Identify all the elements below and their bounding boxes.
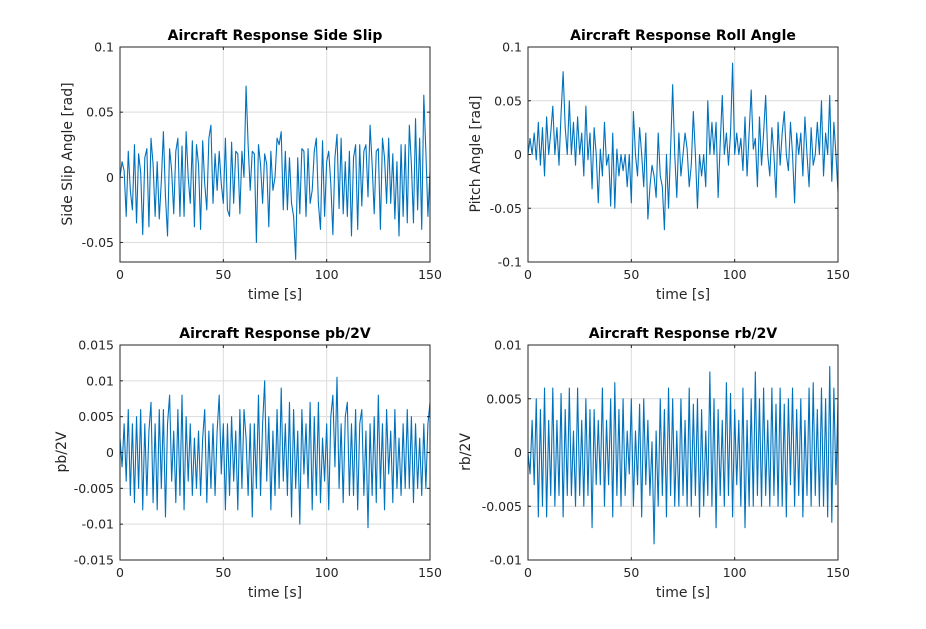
x-tick-label: 50 — [215, 565, 231, 580]
x-tick-label: 150 — [826, 267, 850, 282]
y-tick-label: -0.05 — [82, 235, 114, 250]
y-tick-label: -0.05 — [490, 201, 522, 216]
subplot-roll-angle: Aircraft Response Roll Angle time [s] Pi… — [468, 28, 850, 303]
x-tick-label: 150 — [418, 267, 442, 282]
y-tick-label: 0 — [106, 445, 114, 460]
x-tick-label: 0 — [524, 267, 532, 282]
y-tick-label: 0.1 — [502, 40, 522, 55]
y-tick-label: -0.015 — [74, 553, 114, 568]
subplot-pb2v: Aircraft Response pb/2V time [s] pb/2V 0… — [54, 326, 442, 601]
series-line — [120, 85, 430, 260]
plot-title: Aircraft Response Roll Angle — [570, 28, 796, 44]
y-tick-label: 0.05 — [494, 93, 522, 108]
y-axis-label: pb/2V — [54, 431, 70, 472]
x-axis-label: time [s] — [656, 287, 710, 303]
x-tick-label: 0 — [116, 565, 124, 580]
x-axis-label: time [s] — [656, 585, 710, 601]
y-tick-label: -0.005 — [74, 481, 114, 496]
y-tick-label: 0.1 — [94, 40, 114, 55]
y-tick-label: 0 — [106, 170, 114, 185]
series-line — [528, 62, 838, 231]
y-tick-label: 0.005 — [486, 391, 522, 406]
x-tick-label: 100 — [315, 565, 339, 580]
y-tick-label: 0.01 — [494, 338, 522, 353]
axes-background — [119, 46, 431, 263]
x-tick-label: 50 — [215, 267, 231, 282]
y-tick-label: 0 — [514, 445, 522, 460]
x-tick-label: 0 — [116, 267, 124, 282]
y-tick-label: 0.01 — [86, 373, 114, 388]
y-axis-label: rb/2V — [458, 433, 474, 471]
series-line — [120, 376, 430, 529]
plot-area: 0 50 100 150 -0.015 -0.01 -0.005 0 0.005 0.01 0.01… — [74, 338, 442, 581]
x-tick-label: 50 — [623, 565, 639, 580]
plot-area: 0 50 100 150 -0.05 0 0.05 0.1 — [82, 40, 442, 283]
y-axis-label: Side Slip Angle [rad] — [60, 82, 76, 225]
plot-area: 0 50 100 150 -0.1 -0.05 0 0.05 0.1 — [490, 40, 850, 283]
y-axis-label: Pitch Angle [rad] — [468, 96, 484, 213]
plot-title: Aircraft Response pb/2V — [179, 326, 371, 342]
x-axis-label: time [s] — [248, 287, 302, 303]
y-tick-label: 0.015 — [78, 338, 114, 353]
y-tick-label: -0.1 — [498, 255, 522, 270]
y-tick-label: -0.01 — [490, 553, 522, 568]
y-tick-label: -0.005 — [482, 499, 522, 514]
plot-area: 0 50 100 150 -0.01 -0.005 0 0.005 0.01 — [482, 338, 850, 581]
plot-title: Aircraft Response rb/2V — [589, 326, 778, 342]
x-tick-label: 50 — [623, 267, 639, 282]
y-tick-label: -0.01 — [82, 517, 114, 532]
x-tick-label: 150 — [826, 565, 850, 580]
subplot-side-slip: Aircraft Response Side Slip time [s] Sid… — [60, 28, 442, 303]
y-tick-label: 0 — [514, 147, 522, 162]
y-tick-label: 0.05 — [86, 105, 114, 120]
axes-frame — [119, 46, 431, 263]
plot-title: Aircraft Response Side Slip — [168, 28, 383, 44]
x-tick-label: 100 — [723, 267, 747, 282]
x-tick-label: 0 — [524, 565, 532, 580]
x-tick-label: 150 — [418, 565, 442, 580]
y-tick-label: 0.005 — [78, 409, 114, 424]
x-axis-label: time [s] — [248, 585, 302, 601]
subplot-rb2v: Aircraft Response rb/2V time [s] rb/2V 0… — [458, 326, 850, 601]
series-line — [528, 365, 838, 545]
x-tick-label: 100 — [723, 565, 747, 580]
x-tick-label: 100 — [315, 267, 339, 282]
